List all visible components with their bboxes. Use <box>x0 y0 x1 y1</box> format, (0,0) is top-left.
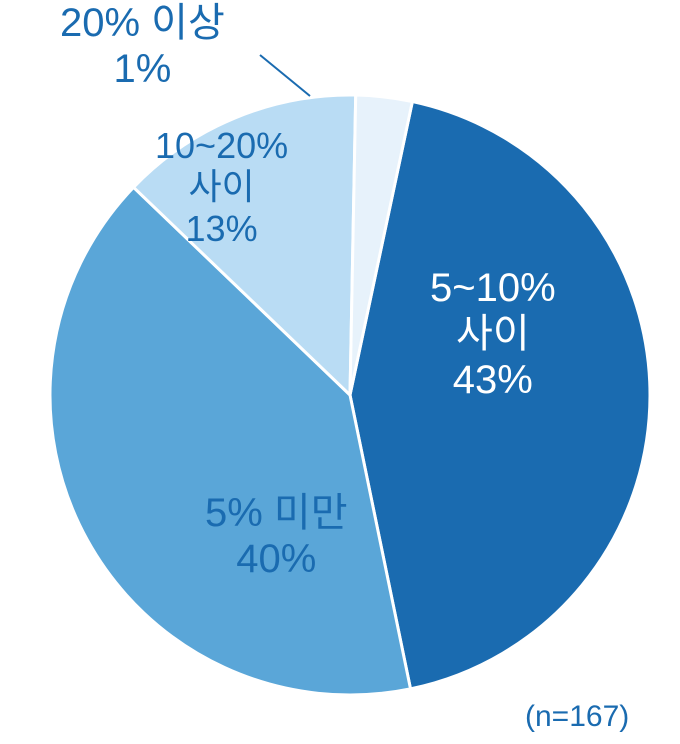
slice-label-line1: 5% 미만 <box>205 490 348 536</box>
slice-value-label: 13% <box>155 208 288 249</box>
leader-line <box>260 55 310 96</box>
slice-label-line1: 10~20% <box>155 125 288 166</box>
slice-label-line1: 20% 이상 <box>60 0 225 46</box>
slice-label: 10~20%사이13% <box>155 125 288 249</box>
slice-label-line2: 사이 <box>430 311 556 357</box>
pie-chart-container: 5~10%사이43%5% 미만40%10~20%사이13%20% 이상1% (n… <box>0 0 680 744</box>
slice-value-label: 40% <box>205 536 348 582</box>
slice-value-label: 43% <box>430 357 556 403</box>
sample-size-footnote: (n=167) <box>525 700 629 734</box>
slice-label: 5~10%사이43% <box>430 265 556 403</box>
slice-value-label: 1% <box>60 46 225 92</box>
slice-label: 20% 이상1% <box>60 0 225 92</box>
slice-label-line2: 사이 <box>155 166 288 207</box>
slice-label: 5% 미만40% <box>205 490 348 582</box>
pie-chart-svg <box>0 0 680 744</box>
slice-label-line1: 5~10% <box>430 265 556 311</box>
